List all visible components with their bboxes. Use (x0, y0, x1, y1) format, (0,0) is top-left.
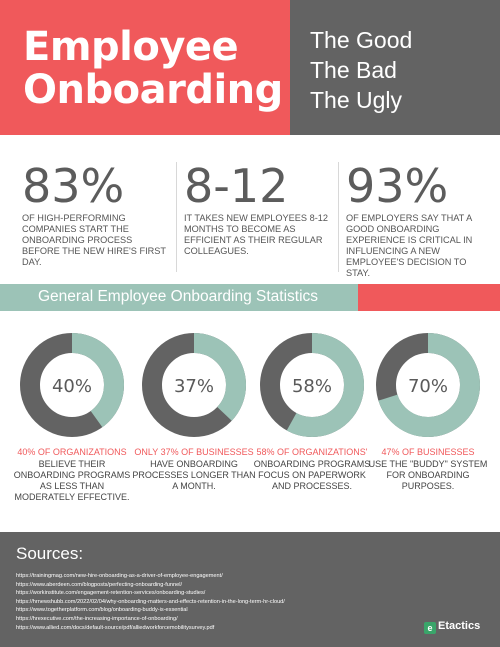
caption-text: have onboarding processes longer than a … (132, 459, 256, 491)
section-banner-accent (358, 284, 500, 311)
stat-divider (338, 162, 339, 272)
page-subtitle: The Good The Bad The Ugly (310, 25, 412, 115)
donut-caption-3: 58% of organizations' onboarding program… (250, 447, 374, 492)
etactics-logo-icon: e (424, 622, 436, 634)
stat-block-1: 83% Of high-performing companies start t… (22, 162, 172, 268)
caption-highlight: 58% of organizations' (256, 447, 368, 457)
caption-text: onboarding programs focus on paperwork a… (253, 459, 371, 491)
donut-fill (20, 333, 124, 437)
donut-label: 58% (292, 376, 332, 397)
page-title: Employee Onboarding (23, 26, 283, 112)
donut-fill (260, 333, 364, 437)
donut-caption-2: Only 37% of businesses have onboarding p… (132, 447, 256, 492)
stat-text: Of high-performing companies start the o… (22, 213, 166, 267)
subtitle-line-3: The Ugly (310, 87, 403, 113)
caption-text: use the "buddy" system for onboarding pu… (368, 459, 488, 491)
source-link[interactable]: https://www.allied.com/docs/default-sour… (16, 624, 215, 631)
donut-label: 40% (52, 376, 92, 397)
donut-chart-2: 37% (142, 333, 246, 437)
header-title-panel (0, 0, 290, 135)
caption-highlight: Only 37% of businesses (134, 447, 254, 457)
source-link[interactable]: https://www.togetherplatform.com/blog/on… (16, 607, 188, 614)
stat-divider (176, 162, 177, 272)
title-line-2: Onboarding (23, 67, 283, 113)
title-line-1: Employee (23, 24, 239, 70)
source-link[interactable]: https://hrnewshubb.com/2022/02/04/why-on… (16, 598, 285, 605)
stat-number: 83% (22, 159, 125, 213)
donut-fill (142, 333, 246, 437)
source-link[interactable]: https://www.aberdeen.com/blogposts/perfe… (16, 581, 183, 588)
source-link[interactable]: https://hrexecutive.com/the-increasing-i… (16, 615, 178, 622)
stat-block-3: 93% Of employers say that a good onboard… (346, 162, 490, 279)
subtitle-line-2: The Bad (310, 57, 397, 83)
sources-title: Sources: (16, 544, 84, 563)
stat-text: It takes new employees 8-12 months to be… (184, 213, 328, 256)
donut-fill (376, 333, 480, 437)
section-banner (0, 284, 358, 311)
donut-caption-4: 47% of businesses use the "buddy" system… (366, 447, 490, 492)
stat-number: 93% (346, 159, 449, 213)
sources-list: https://trainingmag.com/new-hire-onboard… (16, 572, 285, 632)
donut-caption-1: 40% of organizations believe their onboa… (10, 447, 134, 503)
logo-text: Etactics (438, 620, 481, 632)
sources-panel (0, 532, 500, 647)
caption-highlight: 40% of organizations (17, 447, 127, 457)
donut-chart-3: 58% (260, 333, 364, 437)
donut-label: 70% (408, 376, 448, 397)
stat-number: 8-12 (184, 159, 289, 213)
donut-label: 37% (174, 376, 214, 397)
donut-chart-1: 40% (20, 333, 124, 437)
donut-chart-4: 70% (376, 333, 480, 437)
caption-text: believe their onboarding programs as les… (13, 459, 131, 502)
source-link[interactable]: https://workinstitute.com/engagement-ret… (16, 590, 206, 597)
header-subtitle-panel (290, 0, 500, 135)
subtitle-line-1: The Good (310, 27, 413, 53)
source-link[interactable]: https://trainingmag.com/new-hire-onboard… (16, 573, 223, 579)
section-title: General Employee Onboarding Statistics (38, 288, 319, 305)
caption-highlight: 47% of businesses (381, 447, 475, 457)
stat-block-2: 8-12 It takes new employees 8-12 months … (184, 162, 334, 257)
etactics-logo: e Etactics (424, 619, 480, 634)
stat-text: Of employers say that a good onboarding … (346, 213, 473, 278)
